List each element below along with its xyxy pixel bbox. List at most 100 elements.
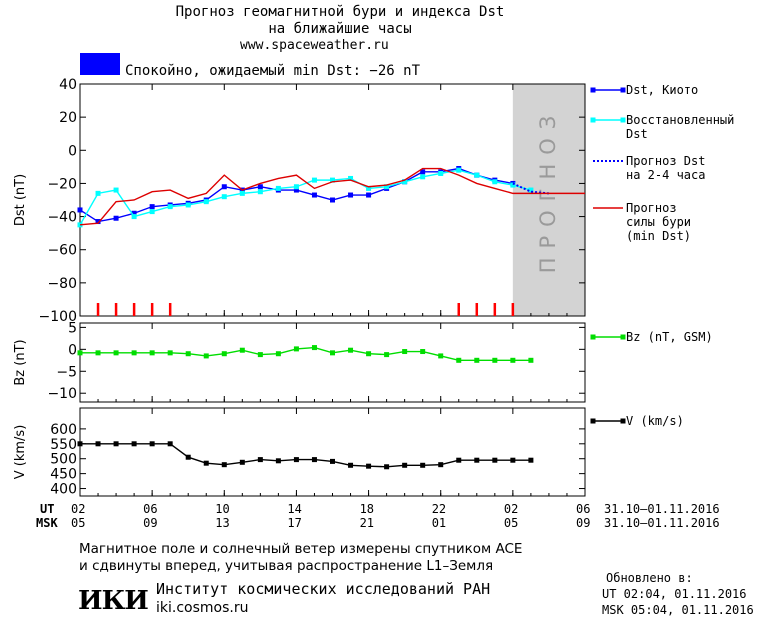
dst-data-point	[330, 177, 335, 183]
dst-data-point	[474, 172, 480, 178]
forecast-label: ПРОГНОЗ	[536, 107, 560, 274]
msk-tick-label: 13	[215, 516, 230, 530]
bz-series-line-0	[80, 346, 531, 362]
bz-data-point	[402, 349, 408, 355]
dst-data-point	[348, 175, 354, 181]
v-data-point	[275, 458, 281, 464]
v-data-point	[420, 462, 426, 468]
v-data-point	[131, 441, 137, 447]
v-panel-frame	[79, 407, 586, 497]
dst-data-point	[95, 219, 101, 225]
dst-data-point	[330, 197, 335, 203]
v-data-point	[293, 457, 299, 463]
legend-marker	[620, 418, 626, 424]
bz-data-point	[221, 351, 227, 357]
legend-label: Dst	[626, 127, 648, 141]
v-data-point	[366, 463, 372, 469]
updated-msk: MSK 05:04, 01.11.2016	[602, 603, 754, 617]
msk-tick-label: 09	[576, 516, 591, 530]
bz-data-point	[510, 357, 516, 363]
legend-label: силы бури	[626, 215, 691, 229]
v-data-point	[77, 441, 83, 447]
dst-data-point	[293, 184, 299, 190]
ut-tick-label: 02	[71, 502, 86, 516]
dst-data-point	[311, 192, 317, 198]
ut-tick-label: 14	[287, 502, 302, 516]
bz-data-point	[239, 347, 245, 353]
dst-data-point	[366, 192, 372, 198]
legend-marker	[590, 87, 596, 93]
legend-marker	[590, 418, 596, 424]
bz-data-point	[203, 353, 209, 359]
v-data-point	[438, 462, 444, 468]
v-data-point	[239, 459, 245, 465]
msk-tick-label: 09	[143, 516, 158, 530]
bz-y-tick-label: 0	[68, 342, 77, 358]
bz-data-point	[420, 349, 426, 355]
msk-axis-label: MSK	[36, 516, 58, 530]
website-link[interactable]: www.spaceweather.ru	[240, 38, 389, 53]
dst-data-point	[131, 214, 137, 220]
legend-marker	[620, 117, 626, 123]
legend-label: Восстановленный	[626, 113, 734, 127]
updated-label: Обновлено в:	[606, 571, 693, 585]
v-data-point	[384, 464, 390, 470]
dst-data-point	[239, 190, 245, 196]
bz-data-point	[275, 351, 281, 357]
legend-label: V (km/s)	[626, 414, 684, 428]
ut-axis-label: UT	[40, 502, 55, 516]
v-data-point	[348, 462, 354, 468]
v-data-point	[185, 454, 191, 460]
bz-y-tick-label: −10	[47, 386, 77, 402]
v-data-point	[510, 457, 516, 463]
v-y-tick-label: 600	[50, 422, 77, 438]
legend-label: Bz (nT, GSM)	[626, 330, 713, 344]
dst-data-point	[77, 207, 83, 213]
dst-data-point	[438, 170, 444, 176]
bz-data-point	[456, 357, 462, 363]
v-y-axis-label: V (km/s)	[13, 425, 28, 480]
dst-data-point	[113, 187, 119, 193]
institute-website[interactable]: iki.cosmos.ru	[156, 600, 249, 616]
chart-title: Прогноз геомагнитной бури и индекса Dst	[175, 4, 505, 20]
dst-data-point	[510, 182, 516, 188]
v-data-point	[330, 458, 335, 464]
dst-y-axis-label: Dst (nT)	[13, 174, 28, 226]
msk-tick-label: 01	[431, 516, 447, 530]
dst-data-point	[95, 190, 101, 196]
v-data-point	[113, 441, 119, 447]
v-y-tick-label: 500	[50, 452, 77, 468]
dst-y-tick-label: −60	[47, 243, 77, 259]
msk-tick-label: 05	[503, 516, 519, 530]
legend-marker	[590, 117, 596, 123]
institute-name: Институт космических исследований РАН	[156, 580, 491, 598]
legend-label: Прогноз Dst	[626, 154, 705, 168]
msk-date-range: 31.10–01.11.2016	[604, 516, 720, 530]
bz-data-point	[384, 352, 390, 358]
dst-data-point	[293, 187, 299, 193]
v-data-point	[149, 441, 155, 447]
dst-y-tick-label: −100	[39, 309, 77, 325]
dst-data-point	[311, 177, 317, 183]
legend-label: Dst, Киото	[626, 83, 698, 97]
dst-y-tick-label: −40	[47, 210, 77, 226]
v-y-tick-label: 400	[50, 482, 77, 498]
bz-data-point	[77, 350, 83, 356]
v-series-line-0	[80, 443, 531, 468]
ut-tick-label: 22	[431, 502, 447, 516]
dst-y-tick-label: 20	[59, 110, 77, 126]
dst-data-point	[402, 179, 408, 185]
msk-tick-label: 21	[359, 516, 375, 530]
dst-y-tick-label: 40	[59, 77, 77, 93]
bz-y-tick-label: 5	[68, 320, 77, 336]
measurement-note-line2: и сдвинуты вперед, учитывая распростране…	[79, 558, 494, 574]
v-y-tick-label: 550	[50, 437, 77, 453]
dst-series-line-3	[79, 167, 585, 226]
v-y-tick-label: 450	[50, 467, 77, 483]
ut-tick-label: 06	[143, 502, 158, 516]
ut-tick-label: 10	[215, 502, 230, 516]
v-data-point	[203, 460, 209, 466]
dst-data-point	[149, 204, 155, 210]
legend-label: Прогноз	[626, 201, 677, 215]
bz-data-point	[348, 347, 354, 353]
